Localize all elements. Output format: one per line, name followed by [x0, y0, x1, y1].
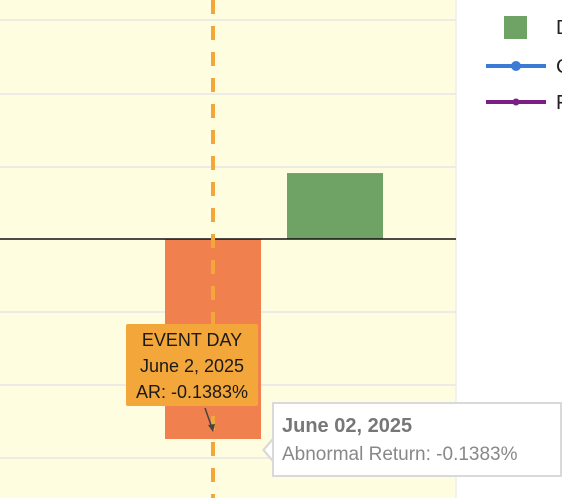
tooltip-abnormal-return: Abnormal Return: -0.1383%	[282, 444, 518, 465]
tooltip-date: June 02, 2025	[282, 415, 413, 437]
event-label: EVENT DAY	[141, 330, 243, 350]
event-abnormal-return: AR: -0.1383%	[135, 382, 249, 402]
legend-marker	[511, 61, 521, 71]
legend-swatch	[504, 16, 527, 39]
tooltip-pointer-fill	[265, 438, 275, 462]
annotation-pointer-arrowhead	[208, 424, 215, 432]
bar	[287, 173, 383, 239]
legend: DCF	[486, 16, 562, 114]
event-date: June 2, 2025	[139, 356, 245, 376]
legend-label: D	[556, 17, 562, 39]
legend-label: F	[556, 92, 562, 114]
event-day-annotation: EVENT DAY June 2, 2025 AR: -0.1383%	[126, 324, 258, 406]
legend-marker	[512, 98, 520, 106]
hover-tooltip: June 02, 2025 Abnormal Return: -0.1383%	[272, 402, 562, 477]
legend-label: C	[556, 56, 562, 78]
